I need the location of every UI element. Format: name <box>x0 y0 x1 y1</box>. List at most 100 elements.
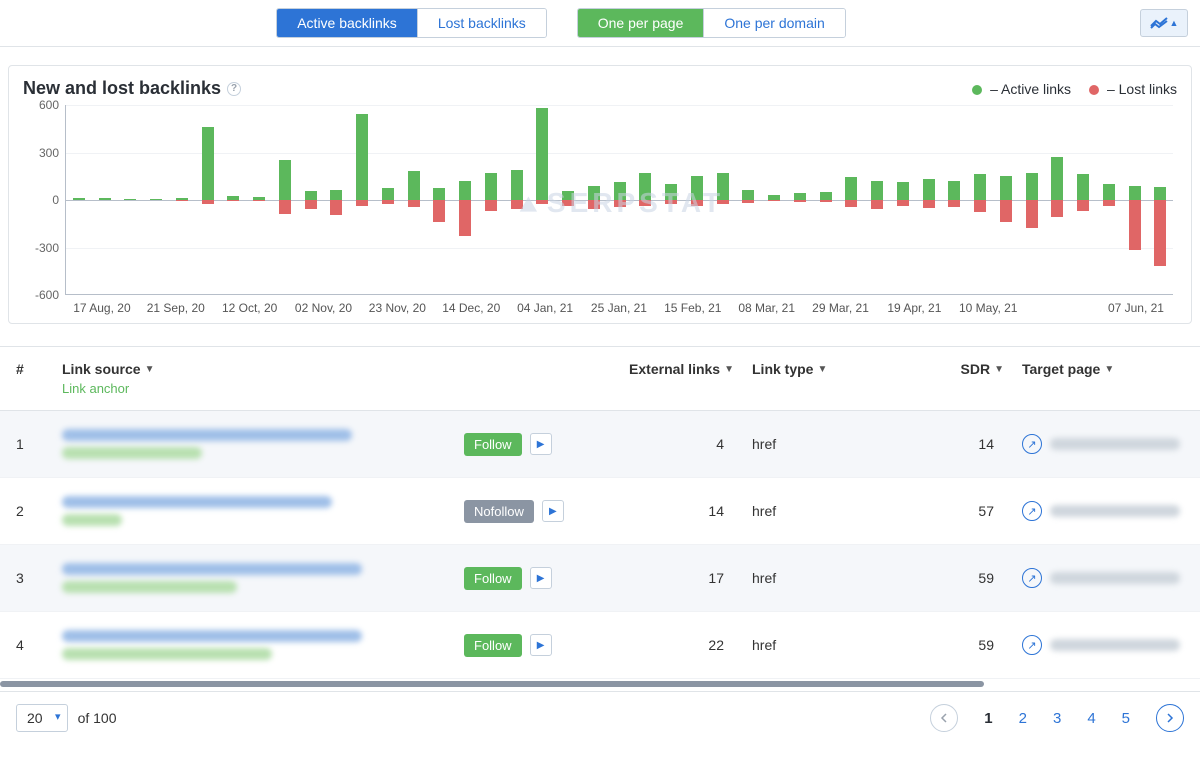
table-row: 4Follow▶22href59↗ <box>0 612 1200 679</box>
cell-link-type: href <box>734 436 874 452</box>
bar-column <box>324 105 350 294</box>
bar-column <box>66 105 92 294</box>
bar-column <box>813 105 839 294</box>
scrollbar-thumb[interactable] <box>0 681 984 687</box>
bar-column <box>221 105 247 294</box>
x-tick-label: 08 Mar, 21 <box>730 301 804 315</box>
cell-link-source <box>62 429 464 459</box>
cell-link-type: href <box>734 570 874 586</box>
info-icon[interactable]: ? <box>227 82 241 96</box>
legend-dot-lost <box>1089 85 1099 95</box>
external-link-icon[interactable]: ↗ <box>1022 635 1042 655</box>
chart-title: New and lost backlinks ? <box>23 78 241 99</box>
external-link-icon[interactable]: ↗ <box>1022 501 1042 521</box>
cell-sdr: 59 <box>874 637 1004 653</box>
chevron-left-icon <box>940 713 948 723</box>
bar-column <box>92 105 118 294</box>
col-index: # <box>16 361 62 377</box>
table-row: 3Follow▶17href59↗ <box>0 545 1200 612</box>
cell-link-source <box>62 630 464 660</box>
backlinks-chart-card: New and lost backlinks ? – Active links … <box>8 65 1192 324</box>
tab-one-per-domain[interactable]: One per domain <box>703 9 844 37</box>
cell-link-source <box>62 563 464 593</box>
x-tick-label: 19 Apr, 21 <box>877 301 951 315</box>
x-tick-label: 15 Feb, 21 <box>656 301 730 315</box>
sort-caret-icon: ▼ <box>724 364 734 375</box>
expand-button[interactable]: ▶ <box>530 634 552 656</box>
cell-link-type: href <box>734 637 874 653</box>
bar-column <box>143 105 169 294</box>
horizontal-scrollbar[interactable] <box>0 681 1200 689</box>
bar-column <box>967 105 993 294</box>
x-tick-label: 07 Jun, 21 <box>1099 301 1173 315</box>
cell-sdr: 59 <box>874 570 1004 586</box>
follow-badge: Follow <box>464 567 522 590</box>
cell-index: 4 <box>16 637 62 653</box>
expand-button[interactable]: ▶ <box>530 567 552 589</box>
tab-one-per-page[interactable]: One per page <box>578 9 704 37</box>
bar-column <box>761 105 787 294</box>
cell-target-page: ↗ <box>1004 635 1184 655</box>
cell-external-links: 17 <box>584 570 734 586</box>
granularity-toggle: One per page One per domain <box>577 8 846 38</box>
page-number[interactable]: 5 <box>1122 710 1130 727</box>
col-link-source[interactable]: Link source ▼ Link anchor <box>62 361 464 396</box>
chart-plot: 6003000-300-600 SERPSTAT <box>65 105 1173 295</box>
page-size-select[interactable]: 20 <box>16 704 68 732</box>
external-link-icon[interactable]: ↗ <box>1022 434 1042 454</box>
bar-column <box>993 105 1019 294</box>
x-tick-label: 12 Oct, 20 <box>213 301 287 315</box>
bar-column <box>1096 105 1122 294</box>
cell-sdr: 14 <box>874 436 1004 452</box>
bar-column <box>452 105 478 294</box>
follow-badge: Follow <box>464 634 522 657</box>
bar-column <box>272 105 298 294</box>
prev-page-button[interactable] <box>930 704 958 732</box>
bar-column <box>607 105 633 294</box>
caret-up-icon: ▲ <box>1170 18 1179 28</box>
next-page-button[interactable] <box>1156 704 1184 732</box>
tab-lost-backlinks[interactable]: Lost backlinks <box>417 9 546 37</box>
bar-column <box>195 105 221 294</box>
cell-index: 1 <box>16 436 62 452</box>
external-link-icon[interactable]: ↗ <box>1022 568 1042 588</box>
bar-column <box>633 105 659 294</box>
page-number[interactable]: 4 <box>1087 710 1095 727</box>
col-link-type[interactable]: Link type ▼ <box>734 361 874 377</box>
bar-column <box>1122 105 1148 294</box>
bar-column <box>169 105 195 294</box>
bar-column <box>916 105 942 294</box>
cell-follow: Follow ▶ <box>464 634 584 657</box>
bar-column <box>118 105 144 294</box>
tab-active-backlinks[interactable]: Active backlinks <box>277 9 417 37</box>
cell-external-links: 14 <box>584 503 734 519</box>
y-tick-label: 300 <box>39 146 59 160</box>
x-tick-label: 23 Nov, 20 <box>360 301 434 315</box>
bar-column <box>839 105 865 294</box>
bar-column <box>890 105 916 294</box>
chart-type-button[interactable]: ▲ <box>1140 9 1188 37</box>
table-footer: 20 of 100 12345 <box>0 691 1200 744</box>
legend-dot-active <box>972 85 982 95</box>
backlinks-table: # Link source ▼ Link anchor External lin… <box>0 346 1200 679</box>
expand-button[interactable]: ▶ <box>542 500 564 522</box>
page-number[interactable]: 2 <box>1019 710 1027 727</box>
bar-column <box>942 105 968 294</box>
col-target-page[interactable]: Target page ▼ <box>1004 361 1184 377</box>
col-sdr[interactable]: SDR ▼ <box>874 361 1004 377</box>
y-tick-label: 0 <box>52 193 59 207</box>
col-external-links[interactable]: External links ▼ <box>584 361 734 377</box>
page-number[interactable]: 1 <box>984 710 992 727</box>
x-tick-label <box>1025 301 1099 315</box>
expand-button[interactable]: ▶ <box>530 433 552 455</box>
y-tick-label: -300 <box>35 241 59 255</box>
bar-column <box>555 105 581 294</box>
table-row: 2Nofollow▶14href57↗ <box>0 478 1200 545</box>
chart-legend: – Active links – Lost links <box>972 81 1177 97</box>
bar-column <box>478 105 504 294</box>
page-number[interactable]: 3 <box>1053 710 1061 727</box>
y-tick-label: -600 <box>35 288 59 302</box>
bar-column <box>298 105 324 294</box>
x-tick-label: 21 Sep, 20 <box>139 301 213 315</box>
bar-column <box>427 105 453 294</box>
